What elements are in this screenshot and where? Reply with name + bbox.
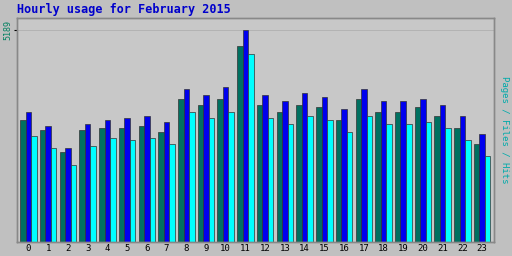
Bar (440, 105, 445, 242)
Bar (130, 140, 135, 242)
Text: Hourly usage for February 2015: Hourly usage for February 2015 (16, 4, 230, 16)
Bar (79, 130, 85, 242)
Bar (91, 146, 96, 242)
Bar (465, 140, 471, 242)
Bar (178, 99, 183, 242)
Bar (46, 126, 51, 242)
Bar (296, 105, 302, 242)
Bar (218, 99, 223, 242)
Bar (263, 95, 268, 242)
Bar (316, 108, 322, 242)
Bar (445, 128, 451, 242)
Bar (198, 105, 203, 242)
Bar (119, 128, 124, 242)
Bar (268, 118, 273, 242)
Bar (381, 101, 386, 242)
Bar (257, 105, 263, 242)
Bar (322, 97, 327, 242)
Bar (104, 120, 110, 242)
Bar (485, 156, 490, 242)
Bar (139, 126, 144, 242)
Bar (248, 54, 254, 242)
Bar (327, 120, 333, 242)
Bar (20, 120, 26, 242)
Bar (228, 112, 234, 242)
Bar (209, 118, 215, 242)
Bar (336, 120, 342, 242)
Bar (425, 122, 431, 242)
Bar (386, 124, 392, 242)
Bar (223, 87, 228, 242)
Bar (158, 132, 164, 242)
Bar (479, 134, 485, 242)
Bar (150, 138, 155, 242)
Bar (454, 128, 460, 242)
Bar (460, 116, 465, 242)
Bar (40, 130, 46, 242)
Bar (51, 148, 56, 242)
Bar (288, 124, 293, 242)
Bar (124, 118, 130, 242)
Bar (276, 112, 282, 242)
Bar (347, 132, 352, 242)
Bar (144, 116, 150, 242)
Bar (71, 165, 76, 242)
Bar (400, 101, 406, 242)
Bar (420, 99, 425, 242)
Bar (282, 101, 288, 242)
Bar (361, 89, 367, 242)
Bar (474, 144, 479, 242)
Bar (169, 144, 175, 242)
Bar (99, 128, 104, 242)
Bar (415, 108, 420, 242)
Bar (65, 148, 71, 242)
Bar (110, 138, 116, 242)
Bar (85, 124, 91, 242)
Bar (203, 95, 209, 242)
Bar (59, 152, 65, 242)
Bar (31, 136, 37, 242)
Bar (375, 112, 381, 242)
Bar (342, 110, 347, 242)
Bar (243, 30, 248, 242)
Bar (395, 112, 400, 242)
Bar (307, 116, 313, 242)
Bar (189, 112, 195, 242)
Bar (183, 89, 189, 242)
Bar (367, 116, 372, 242)
Bar (164, 122, 169, 242)
Y-axis label: Pages / Files / Hits: Pages / Files / Hits (500, 76, 508, 184)
Bar (237, 46, 243, 242)
Bar (26, 112, 31, 242)
Bar (355, 99, 361, 242)
Bar (434, 116, 440, 242)
Bar (302, 93, 307, 242)
Bar (406, 124, 412, 242)
